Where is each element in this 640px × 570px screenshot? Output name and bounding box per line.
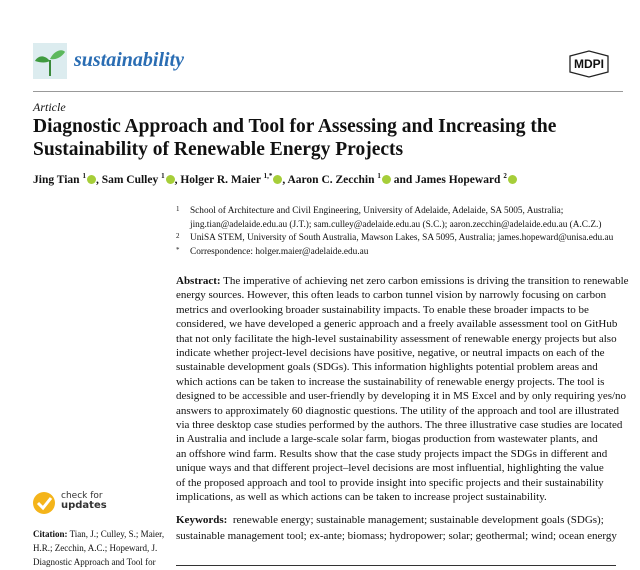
abstract-line: implications, as well as which actions c…: [176, 490, 629, 504]
author-affiliation-mark: 1: [82, 172, 86, 180]
author-affiliation-mark: 1: [161, 172, 165, 180]
author-separator: ,: [95, 173, 102, 186]
affiliation-item: 2 UniSA STEM, University of South Austral…: [176, 232, 613, 246]
abstract-text: which actions can be taken to increase t…: [176, 375, 605, 388]
affiliation-item: 1 School of Architecture and Civil Engine…: [176, 205, 613, 232]
abstract-line: unique ways and that different project–l…: [176, 461, 629, 475]
abstract-text: implications, as well as which actions c…: [176, 491, 547, 504]
author-affiliation-mark: 2: [503, 172, 507, 180]
affiliation-line: School of Architecture and Civil Enginee…: [190, 206, 564, 216]
affiliation-mark: 1: [176, 205, 180, 213]
abstract-line: an offshore wind farm. Results show that…: [176, 447, 629, 461]
citation-text: H.R.; Zecchin, A.C.; Hopeward, J.: [33, 543, 158, 553]
abstract-line: considered, we have developed a generic …: [176, 317, 629, 331]
affiliation-line: UniSA STEM, University of South Australi…: [190, 233, 614, 243]
author-affiliation-mark: 1: [377, 172, 381, 180]
abstract-text: an offshore wind farm. Results show that…: [176, 447, 608, 460]
abstract-line: via three desktop case studies performed…: [176, 418, 629, 432]
abstract-text: indicate whether project-level decisions…: [176, 347, 605, 360]
abstract-text: metrics and overlooking broader sustaina…: [176, 303, 589, 316]
orcid-icon[interactable]: [273, 174, 283, 184]
citation-line: H.R.; Zecchin, A.C.; Hopeward, J.: [33, 541, 164, 555]
author-affiliation-mark: 1,*: [263, 172, 273, 180]
footer-rule: [176, 565, 616, 566]
keywords-text: sustainable management tool; ex-ante; bi…: [176, 529, 617, 542]
affiliation-item: * Correspondence: holger.maier@adelaide.e…: [176, 246, 613, 260]
author-separator: and: [390, 173, 416, 186]
author-separator: ,: [174, 173, 181, 186]
author-separator: ,: [282, 173, 288, 186]
citation-label: Citation:: [33, 529, 68, 539]
keywords-line: Keywords: renewable energy; sustainable …: [176, 513, 617, 529]
orcid-icon[interactable]: [507, 174, 517, 184]
citation-text: Tian, J.; Culley, S.; Maier,: [67, 529, 165, 539]
affiliation-mark: *: [176, 245, 180, 254]
citation-text: Diagnostic Approach and Tool for: [33, 557, 156, 567]
orcid-icon[interactable]: [165, 174, 175, 184]
abstract-line: designed to be accessible and user-frien…: [176, 389, 629, 403]
abstract-text: in Australia and include a large-scale s…: [176, 433, 598, 446]
journal-name: sustainability: [74, 49, 185, 71]
keywords-text: renewable energy; sustainable management…: [227, 514, 604, 526]
citation: Citation: Tian, J.; Culley, S.; Maier, H.…: [33, 527, 164, 570]
article-type: Article: [33, 100, 66, 114]
keywords: Keywords: renewable energy; sustainable …: [176, 513, 617, 544]
author-name: Jing Tian: [33, 173, 80, 186]
abstract-line: in Australia and include a large-scale s…: [176, 432, 629, 446]
affiliation-line: Correspondence: holger.maier@adelaide.ed…: [190, 246, 369, 257]
author-name: James Hopeward: [415, 173, 501, 186]
header-rule: [33, 91, 623, 92]
title-line: Sustainability of Renewable Energy Proje…: [33, 139, 404, 160]
abstract-text: The imperative of achieving net zero car…: [220, 275, 629, 287]
affiliation-line: jing.tian@adelaide.edu.au (J.T.); sam.cu…: [190, 219, 602, 230]
abstract-line: Abstract: The imperative of achieving ne…: [176, 274, 629, 288]
abstract-line: sustainable development goals (SDGs). Th…: [176, 360, 629, 374]
checkmark-icon: [33, 492, 55, 514]
abstract-text: sustainable development goals (SDGs). Th…: [176, 361, 598, 374]
abstract-label: Abstract:: [176, 275, 221, 287]
abstract-line: that not only facilitate the high-level …: [176, 332, 629, 346]
abstract-line: which actions can be taken to increase t…: [176, 375, 629, 389]
title-line: Diagnostic Approach and Tool for Assessi…: [33, 116, 557, 137]
abstract-text: answers to approximately 60 diagnostic q…: [176, 404, 620, 417]
abstract-line: metrics and overlooking broader sustaina…: [176, 303, 629, 317]
abstract: Abstract: The imperative of achieving ne…: [176, 274, 629, 505]
author-name: Aaron C. Zecchin: [287, 173, 375, 186]
author-list: Jing Tian 1, Sam Culley 1, Holger R. Mai…: [33, 172, 517, 186]
abstract-text: that not only facilitate the high-level …: [176, 332, 617, 345]
paper-title: Diagnostic Approach and Tool for Assessi…: [33, 115, 556, 161]
abstract-text: via three desktop case studies performed…: [176, 419, 623, 432]
abstract-line: of the proposed approach and tool to pro…: [176, 476, 629, 490]
affiliations: 1 School of Architecture and Civil Engine…: [176, 205, 613, 259]
abstract-line: answers to approximately 60 diagnostic q…: [176, 404, 629, 418]
orcid-icon[interactable]: [86, 174, 96, 184]
abstract-text: of the proposed approach and tool to pro…: [176, 476, 604, 489]
mdpi-logo: MDPI: [566, 50, 612, 78]
abstract-text: considered, we have developed a generic …: [176, 318, 618, 331]
svg-text:MDPI: MDPI: [574, 57, 604, 71]
abstract-line: energy sources. However, this often lead…: [176, 288, 629, 302]
abstract-text: designed to be accessible and user-frien…: [176, 390, 627, 403]
check-label: check for: [61, 491, 103, 501]
keywords-label: Keywords:: [176, 514, 228, 526]
author-name: Sam Culley: [101, 173, 159, 186]
citation-line: Citation: Tian, J.; Culley, S.; Maier,: [33, 527, 164, 541]
affiliation-mark: 2: [176, 232, 180, 240]
orcid-icon[interactable]: [381, 174, 391, 184]
citation-line: Diagnostic Approach and Tool for: [33, 555, 164, 569]
author-name: Holger R. Maier: [180, 173, 261, 186]
abstract-text: unique ways and that different project–l…: [176, 462, 604, 475]
updates-label: updates: [61, 500, 107, 511]
sprout-icon: [33, 43, 67, 79]
abstract-text: energy sources. However, this often lead…: [176, 289, 607, 302]
keywords-line: sustainable management tool; ex-ante; bi…: [176, 529, 617, 545]
abstract-line: indicate whether project-level decisions…: [176, 346, 629, 360]
